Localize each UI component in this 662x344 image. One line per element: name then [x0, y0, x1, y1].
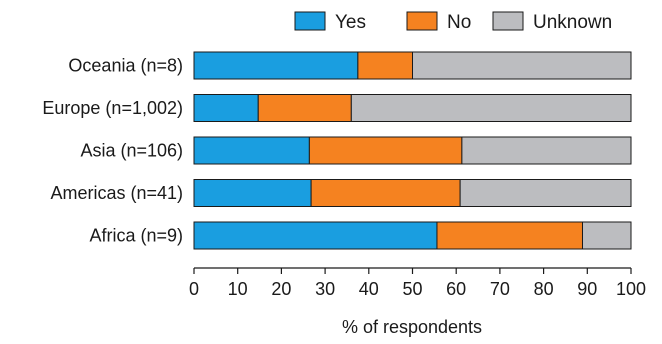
x-tick-label: 50 [402, 279, 422, 299]
bar-segment-yes [193, 179, 312, 207]
legend-swatch-yes [294, 11, 326, 31]
legend-label-unknown: Unknown [533, 12, 612, 33]
bar-segment-no [308, 136, 463, 165]
x-tick-label: 90 [577, 279, 597, 299]
x-tick-label: 10 [228, 279, 248, 299]
bar-segment-no [357, 51, 413, 80]
bar-segment-unknown [581, 221, 632, 250]
bar-segment-unknown [412, 51, 632, 80]
bar-segment-unknown [461, 136, 632, 165]
category-labels: Oceania (n=8) Europe (n=1,002) Asia (n=106… [42, 56, 183, 246]
legend: Yes No Unknown [294, 11, 612, 33]
x-tick-label: 70 [490, 279, 510, 299]
x-tick-label: 100 [616, 279, 646, 299]
bars [193, 51, 632, 250]
bar-segment-yes [193, 51, 359, 80]
bar-segment-yes [193, 94, 259, 122]
category-label: Europe (n=1,002) [42, 98, 183, 118]
bar-segment-unknown [350, 94, 632, 122]
bar-segment-no [436, 221, 583, 250]
legend-label-yes: Yes [335, 12, 366, 33]
bar-segment-unknown [459, 179, 632, 207]
x-tick-label: 0 [189, 279, 199, 299]
legend-swatch-no [406, 11, 438, 31]
category-label: Americas (n=41) [50, 183, 183, 203]
legend-label-no: No [447, 12, 471, 33]
category-label: Africa (n=9) [89, 226, 183, 246]
x-tick-label: 30 [315, 279, 335, 299]
x-tick-label: 40 [359, 279, 379, 299]
legend-swatch-unknown [492, 11, 524, 31]
bar-segment-no [257, 94, 352, 122]
category-label: Oceania (n=8) [68, 56, 183, 76]
x-axis-title: % of respondents [342, 317, 482, 337]
x-axis: 0 10 20 30 40 50 60 70 80 90 100 [189, 267, 646, 299]
bar-segment-no [310, 179, 461, 207]
x-tick-label: 80 [534, 279, 554, 299]
x-tick-label: 20 [271, 279, 291, 299]
bar-segment-yes [193, 221, 438, 250]
bar-segment-yes [193, 136, 310, 165]
x-tick-label: 60 [446, 279, 466, 299]
category-label: Asia (n=106) [80, 141, 183, 161]
